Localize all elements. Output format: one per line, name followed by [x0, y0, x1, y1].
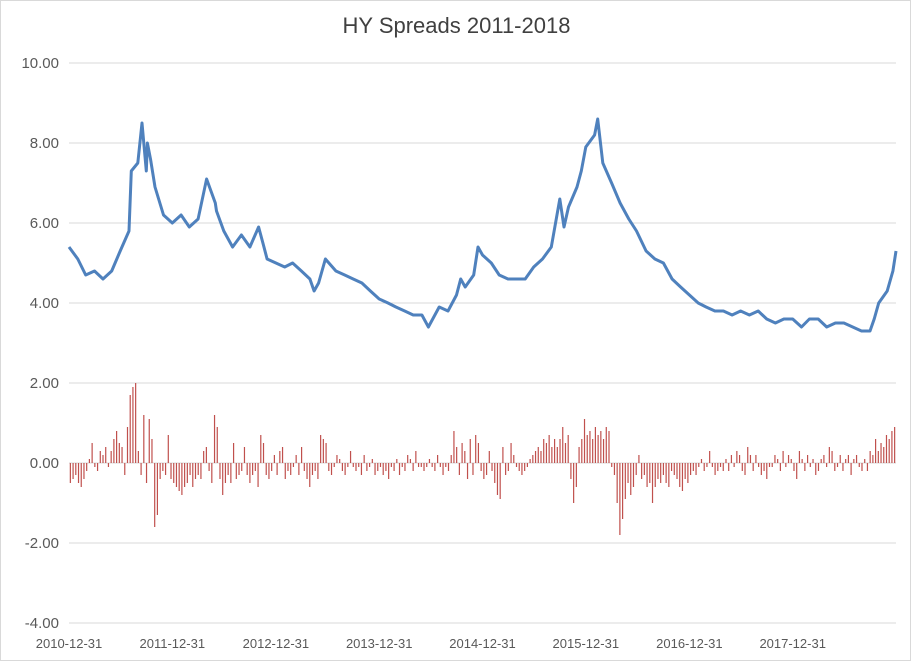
y-tick-label: 10.00 [21, 55, 59, 72]
y-tick-label: 0.00 [30, 455, 59, 472]
x-tick-label: 2014-12-31 [449, 636, 516, 651]
x-tick-label: 2017-12-31 [759, 636, 826, 651]
y-tick-label: -2.00 [25, 535, 59, 552]
x-tick-label: 2010-12-31 [36, 636, 103, 651]
x-tick-label: 2011-12-31 [140, 636, 206, 651]
spread-line [67, 117, 898, 333]
x-tick-label: 2012-12-31 [243, 636, 310, 651]
y-tick-label: 6.00 [30, 215, 59, 232]
chart-title: HY Spreads 2011-2018 [342, 13, 571, 38]
y-tick-label: -4.00 [25, 615, 59, 632]
y-tick-label: 2.00 [30, 375, 59, 392]
x-tick-label: 2016-12-31 [656, 636, 723, 651]
y-tick-label: 8.00 [30, 135, 59, 152]
y-tick-label: 4.00 [30, 295, 59, 312]
x-tick-label: 2015-12-31 [553, 636, 620, 651]
x-tick-label: 2013-12-31 [346, 636, 413, 651]
